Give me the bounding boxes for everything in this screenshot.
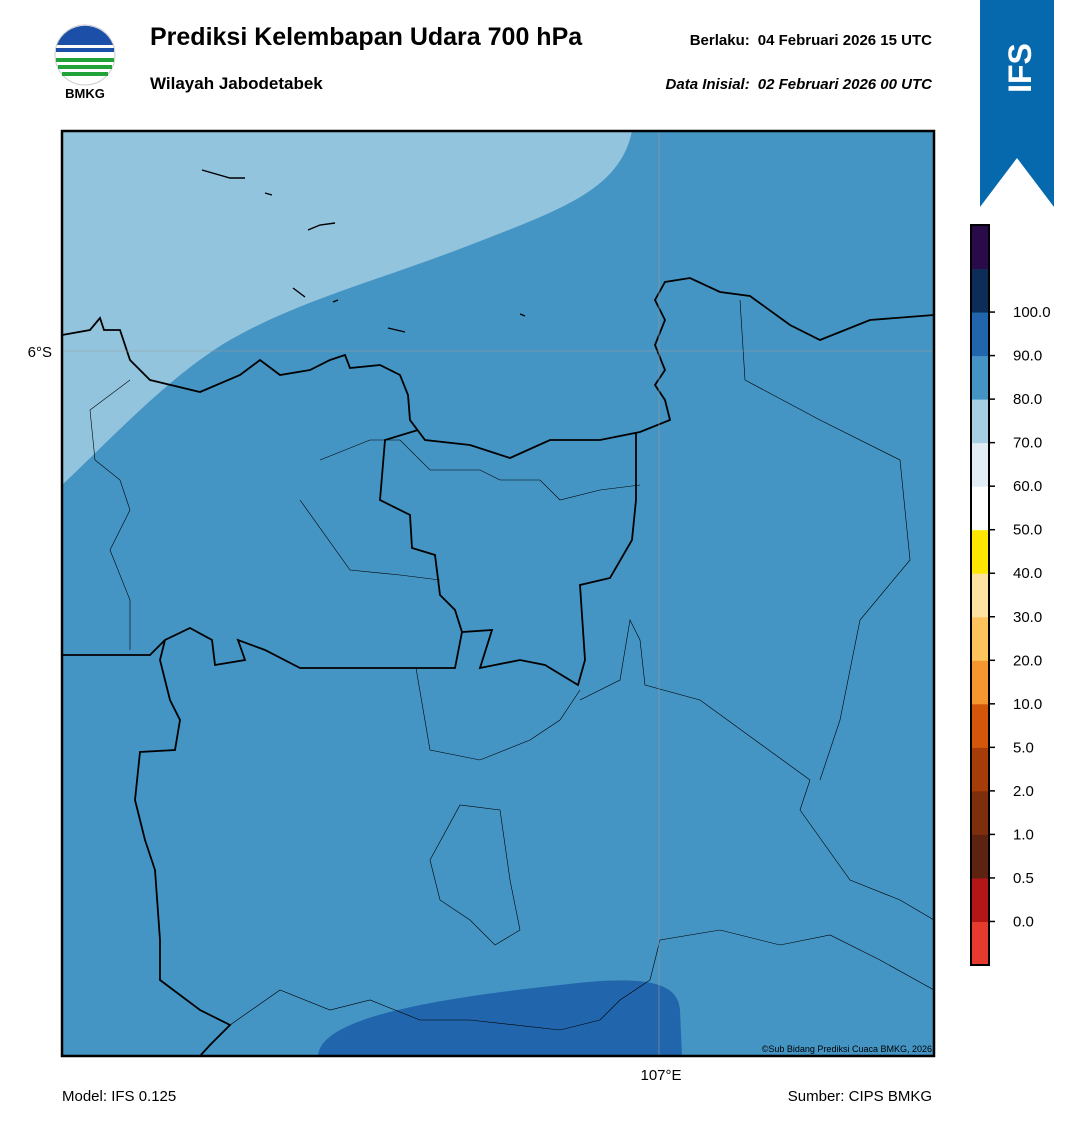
valid-label: Berlaku: [690,32,750,49]
ifs-badge: IFS [980,0,1054,207]
colorbar-swatch [971,355,989,400]
colorbar-tick-label: 30.0 [1013,609,1042,626]
colorbar-swatch [971,399,989,444]
lat-label: 6°S [28,344,52,361]
valid-value: 04 Februari 2026 15 UTC [758,32,932,49]
map-frame [60,129,936,1058]
map-area: ©Sub Bidang Prediksi Cuaca BMKG, 2026 [62,131,934,1056]
colorbar-swatch [971,877,989,922]
colorbar-swatch [971,529,989,574]
colorbar-swatch [971,660,989,705]
colorbar-tick-label: 60.0 [1013,478,1042,495]
subtitle: Wilayah Jabodetabek [150,74,323,93]
colorbar-tick-label: 50.0 [1013,522,1042,539]
colorbar-tick-label: 80.0 [1013,391,1042,408]
colorbar-tick-label: 40.0 [1013,565,1042,582]
colorbar-swatch [971,312,989,357]
init-time: Data Inisial: 02 Februari 2026 00 UTC [666,76,934,93]
colorbar-swatch [971,442,989,487]
colorbar-tick-label: 0.5 [1013,870,1034,887]
title: Prediksi Kelembapan Udara 700 hPa [150,23,583,51]
colorbar-tick-label: 90.0 [1013,348,1042,365]
colorbar-swatch [971,747,989,792]
logo-text: BMKG [65,86,105,101]
colorbar-swatch [971,921,989,966]
colorbar-swatch [971,486,989,531]
colorbar-frame [970,224,990,966]
colorbar-tick-label: 20.0 [1013,652,1042,669]
colorbar-tick-label: 5.0 [1013,739,1034,756]
colorbar-swatch [971,573,989,618]
init-value: 02 Februari 2026 00 UTC [758,76,933,93]
colorbar-swatch [971,225,989,270]
colorbar-tick-label: 70.0 [1013,435,1042,452]
footer-source: Sumber: CIPS BMKG [788,1088,932,1105]
colorbar-tick-label: 100.0 [1013,304,1051,321]
colorbar-swatch [971,834,989,879]
valid-time: Berlaku: 04 Februari 2026 15 UTC [690,32,932,49]
colorbar-swatch [971,616,989,661]
colorbar-tick-label: 1.0 [1013,826,1034,843]
colorbar-tick-label: 10.0 [1013,696,1042,713]
colorbar-tick-label: 0.0 [1013,913,1034,930]
badge-text: IFS [1002,43,1038,93]
colorbar-swatch [971,703,989,748]
copyright: ©Sub Bidang Prediksi Cuaca BMKG, 2026 [762,1044,932,1054]
logo: BMKG [54,24,116,101]
colorbar: 0.0 0.5 1.0 2.0 5.0 10.0 20.0 30.0 40.0 50.0 60.0 7… [970,224,1051,966]
colorbar-swatch [971,790,989,835]
colorbar-tick-label: 2.0 [1013,783,1034,800]
lon-label: 107°E [640,1067,681,1084]
init-label: Data Inisial: [666,76,750,93]
footer-model: Model: IFS 0.125 [62,1088,176,1105]
colorbar-swatch [971,268,989,313]
